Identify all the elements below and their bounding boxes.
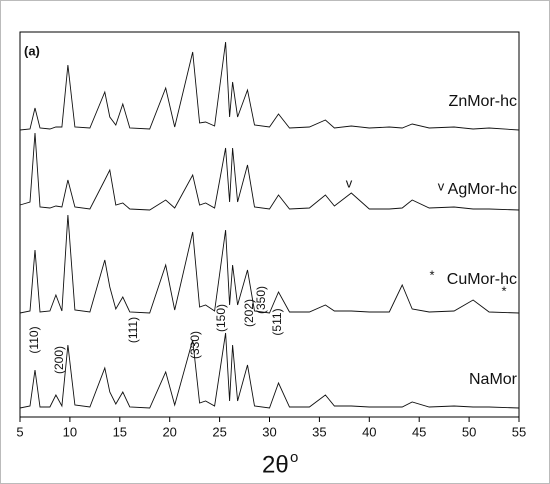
panel-label: (a) [24, 43, 40, 58]
x-tick-label: 10 [63, 424, 77, 439]
x-tick-label: 45 [412, 424, 426, 439]
series-label: CuMor-hc [447, 271, 517, 288]
x-tick-label: 50 [462, 424, 476, 439]
xrd-trace [19, 132, 520, 211]
peak-marker: * [429, 267, 434, 282]
peak-label: (511) [270, 308, 284, 335]
peak-label: (330) [188, 331, 202, 359]
series-label: ZnMor-hc [449, 93, 517, 110]
peak-label: (150) [214, 304, 228, 332]
xrd-trace [19, 41, 520, 131]
series-label: NaMor [469, 371, 518, 388]
x-tick-label: 30 [262, 424, 276, 439]
x-tick-label: 55 [512, 424, 526, 439]
xrd-trace [19, 214, 520, 314]
peak-label: (202) [242, 299, 256, 327]
peak-label: (110) [27, 326, 41, 353]
x-axis-label: 2θ [262, 451, 289, 478]
xrd-trace [19, 332, 520, 409]
peak-marker: v [346, 175, 353, 190]
peak-marker: * [501, 283, 506, 298]
x-tick-label: 15 [113, 424, 127, 439]
x-tick-label: 5 [16, 424, 23, 439]
x-tick-label: 20 [162, 424, 176, 439]
x-tick-label: 40 [362, 424, 376, 439]
x-axis-label-sup: o [290, 449, 298, 466]
x-tick-label: 35 [312, 424, 326, 439]
peak-label: (350) [254, 286, 268, 314]
peak-marker: v [438, 178, 445, 193]
peak-label: (200) [52, 346, 66, 374]
series-label: AgMor-hc [448, 181, 517, 198]
x-tick-label: 25 [212, 424, 226, 439]
peak-label: (111) [126, 317, 140, 343]
